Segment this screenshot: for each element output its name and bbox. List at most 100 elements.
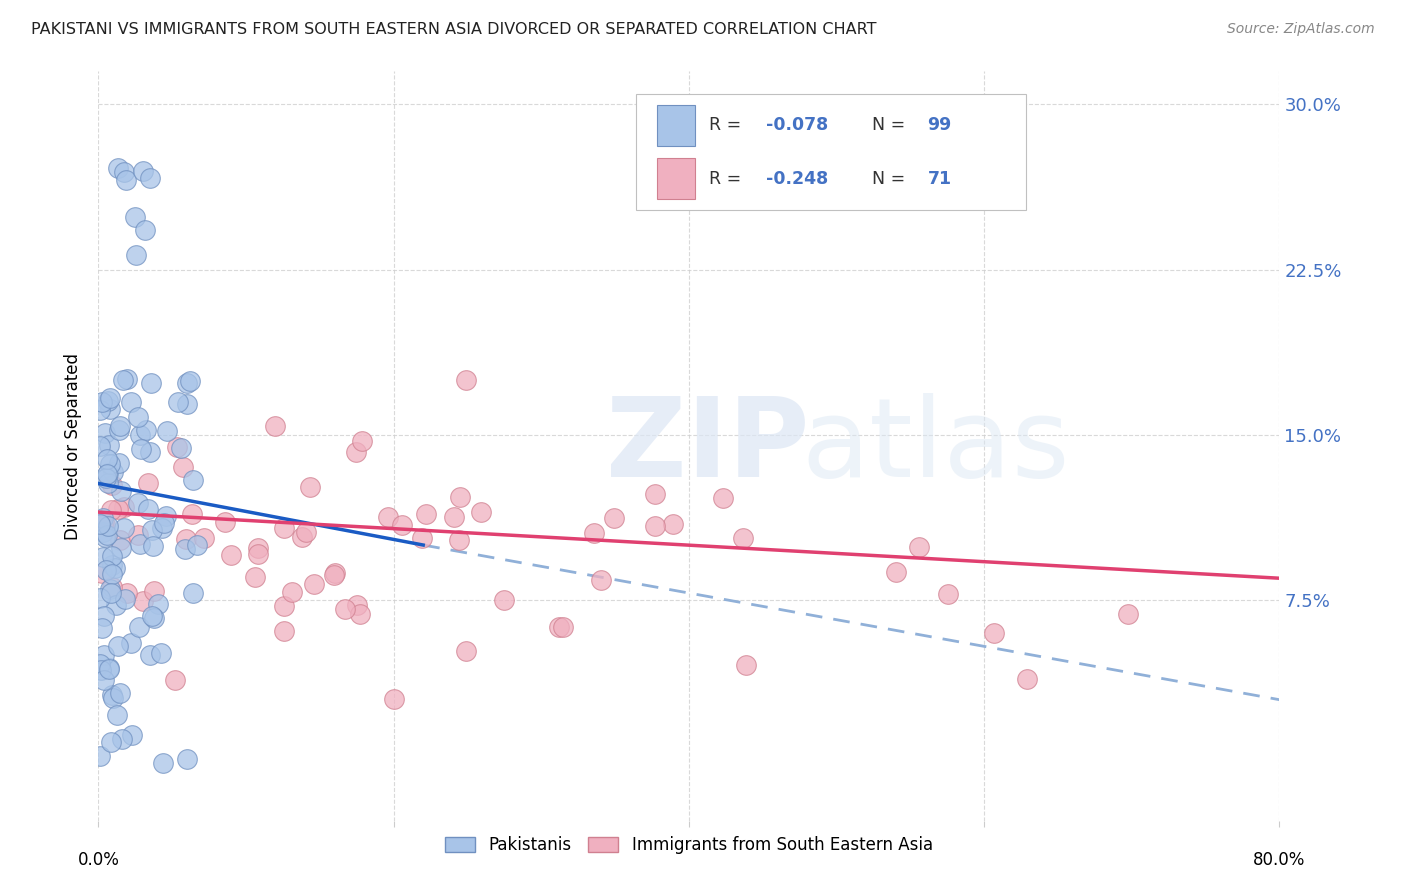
Point [470,505,492,519]
Point [98,662,121,676]
Point [90,512,112,526]
Point [179,375,201,389]
Point [291,530,314,544]
Point [98,582,121,596]
Point [908,541,931,555]
Point [454,644,477,658]
Point [115,172,138,186]
Point [101,580,124,594]
Point [89,591,111,606]
Point [110,686,132,700]
Point [89,749,111,764]
Point [136,475,159,490]
Text: 0.0%: 0.0% [77,851,120,869]
Point [142,583,165,598]
Point [89,439,111,453]
Point [100,457,122,471]
Point [553,620,575,634]
Point [273,624,295,638]
Text: atlas: atlas [801,392,1070,500]
Point [100,558,122,573]
Point [181,586,204,600]
FancyBboxPatch shape [636,94,1025,210]
Point [91,549,114,564]
Point [98,661,121,675]
Point [176,376,198,391]
Point [101,549,124,563]
Point [155,424,177,438]
Point [734,657,756,672]
Text: N =: N = [872,116,911,134]
Point [174,542,197,557]
Text: 80.0%: 80.0% [1253,851,1306,869]
FancyBboxPatch shape [657,158,695,199]
Point [377,510,399,524]
Point [349,607,371,621]
Point [100,688,122,702]
Point [346,599,368,613]
Point [112,164,135,178]
Point [193,532,215,546]
Point [89,403,111,417]
Point [323,568,346,582]
Point [731,531,754,545]
Point [103,690,125,705]
Point [142,540,165,554]
Point [134,223,156,237]
Point [100,567,122,582]
Point [121,727,143,741]
Point [172,460,194,475]
Point [936,587,959,601]
Point [93,609,115,624]
Point [97,438,120,452]
Point [97,475,120,490]
Point [352,434,374,448]
Point [150,521,173,535]
Point [105,708,128,723]
Text: Source: ZipAtlas.com: Source: ZipAtlas.com [1227,22,1375,37]
Point [105,599,128,613]
Point [884,565,907,579]
Point [176,752,198,766]
Point [166,440,188,454]
Text: -0.248: -0.248 [766,169,828,187]
Point [415,507,437,521]
Point [139,376,162,391]
Point [183,473,205,487]
Y-axis label: Divorced or Separated: Divorced or Separated [65,352,83,540]
Point [100,502,122,516]
Point [138,501,160,516]
Point [602,511,624,525]
Text: 99: 99 [928,116,952,134]
Point [89,657,111,671]
Point [176,397,198,411]
Point [152,756,174,771]
Point [129,442,152,456]
Point [100,586,122,600]
Point [163,673,186,687]
Point [281,584,304,599]
Legend: Pakistanis, Immigrants from South Eastern Asia: Pakistanis, Immigrants from South Easter… [439,830,939,861]
Point [139,170,162,185]
Point [214,515,236,529]
Point [127,409,149,424]
Point [107,423,129,437]
Point [132,593,155,607]
Point [186,538,208,552]
Point [1116,607,1139,622]
Point [273,521,295,535]
Point [93,518,115,533]
Point [302,576,325,591]
Point [150,646,173,660]
Point [97,394,120,409]
Point [644,519,666,533]
Point [141,608,163,623]
Point [180,507,202,521]
Point [449,490,471,504]
FancyBboxPatch shape [657,104,695,145]
Point [108,533,131,548]
Point [243,570,266,584]
Point [983,626,1005,640]
Point [127,528,149,542]
Point [411,531,433,545]
